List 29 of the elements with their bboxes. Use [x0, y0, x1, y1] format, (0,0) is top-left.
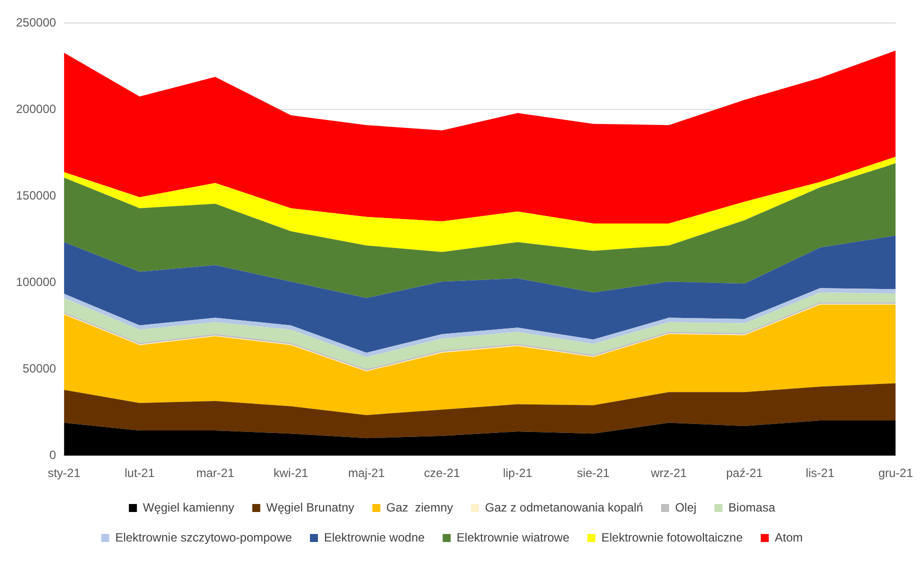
y-tick-label: 50000 [22, 361, 56, 376]
legend-label: Olej [675, 500, 696, 514]
x-tick-label: mar-21 [196, 466, 235, 480]
legend-label: Atom [774, 530, 803, 544]
legend-label: Gaz z odmetanowania kopalń [484, 500, 644, 514]
x-tick-label: lip-21 [502, 466, 533, 480]
x-tick-label: cze-21 [424, 466, 460, 480]
y-tick-label: 250000 [16, 16, 56, 30]
x-tick-label: sie-21 [576, 466, 610, 480]
legend-label: Elektrownie fotowoltaiczne [601, 530, 744, 544]
x-tick-label: lut-21 [124, 466, 155, 480]
x-tick-label: maj-21 [348, 466, 386, 480]
y-tick-label: 200000 [16, 102, 56, 116]
legend-label: Węgiel Brunatny [266, 500, 354, 514]
legend-label: Elektrownie wodne [324, 530, 425, 544]
y-tick-label: 150000 [16, 188, 56, 202]
x-tick-label: gru-21 [878, 466, 914, 480]
x-tick-label: lis-21 [806, 466, 835, 480]
legend-label: Gaz ziemny [386, 500, 453, 514]
legend-label: Elektrownie szczytowo-pompowe [115, 530, 292, 544]
y-tick-label: 0 [49, 448, 56, 462]
x-tick-label: paź-21 [726, 466, 764, 480]
x-tick-label: sty-21 [48, 466, 81, 480]
x-tick-label: kwi-21 [274, 466, 309, 480]
legend-label: Węgiel kamienny [142, 500, 234, 514]
y-tick-label: 100000 [16, 274, 56, 289]
legend-label: Biomasa [728, 500, 776, 514]
legend-label: Elektrownie wiatrowe [456, 530, 570, 544]
x-tick-label: wrz-21 [650, 466, 688, 480]
